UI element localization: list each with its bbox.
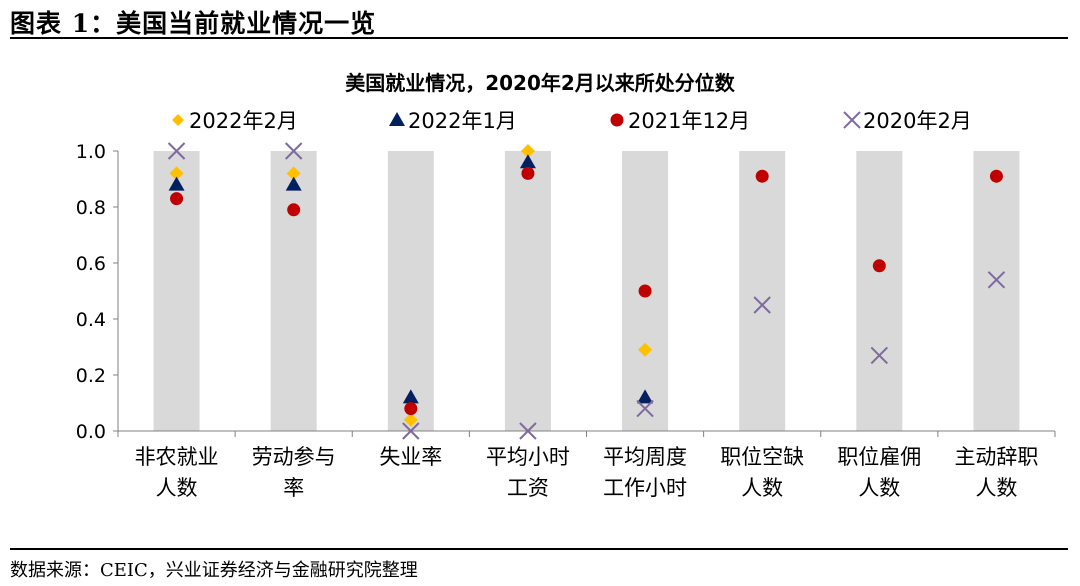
data-point	[870, 346, 889, 365]
x-tick-label: 工作小时	[603, 476, 687, 500]
x-tick-label: 职位空缺	[720, 445, 804, 469]
data-point	[872, 259, 886, 273]
y-tick-label: 1.0	[76, 141, 106, 163]
x-tick-label: 工资	[507, 476, 549, 500]
x-tick-label: 人数	[975, 476, 1017, 500]
data-point	[638, 284, 652, 298]
data-point	[755, 169, 769, 183]
category-band	[973, 151, 1020, 431]
data-point	[168, 176, 185, 191]
x-tick-label: 人数	[858, 476, 900, 500]
data-point	[638, 342, 653, 357]
category-band	[856, 151, 903, 431]
data-point	[403, 412, 418, 427]
data-point	[519, 422, 537, 440]
x-tick-label: 失业率	[379, 445, 442, 469]
category-bands	[153, 151, 1020, 431]
category-band	[387, 151, 434, 431]
data-point	[636, 399, 654, 418]
data-point	[285, 176, 302, 191]
data-point	[987, 271, 1006, 289]
legend-label: 2021年12月	[628, 109, 750, 133]
legend-marker	[610, 113, 624, 127]
data-point	[753, 296, 771, 314]
legend-marker	[172, 114, 184, 126]
y-tick-label: 0.4	[76, 309, 106, 331]
legend-label: 2022年2月	[189, 109, 298, 133]
data-point	[521, 166, 535, 180]
data-point	[637, 389, 654, 404]
figure-header: 图表 1：美国当前就业情况一览	[0, 0, 1080, 40]
x-tick-label: 职位雇佣	[837, 445, 921, 469]
x-tick-label: 主动辞职	[954, 445, 1038, 469]
data-point	[286, 166, 301, 181]
data-point	[170, 192, 184, 206]
chart-title: 美国就业情况，2020年2月以来所处分位数	[345, 71, 736, 95]
x-tick-label: 人数	[741, 476, 783, 500]
x-tick-label: 平均周度	[603, 445, 687, 469]
y-tick-label: 0.8	[76, 197, 106, 219]
legend-marker	[843, 111, 861, 129]
x-tick-label: 劳动参与	[252, 445, 336, 469]
data-point	[402, 389, 419, 404]
category-band	[739, 151, 786, 431]
data-point	[402, 422, 420, 440]
data-point	[404, 402, 418, 416]
y-tick-label: 0.2	[76, 365, 106, 387]
source-note: 数据来源：CEIC，兴业证券经济与金融研究院整理	[10, 560, 418, 581]
chart: 美国就业情况，2020年2月以来所处分位数 2022年2月 2022年1月 2021…	[76, 71, 1056, 500]
x-tick-label: 非农就业	[135, 445, 219, 469]
data-marks	[167, 142, 1006, 440]
data-point	[287, 203, 301, 217]
legend: 2022年2月 2022年1月 2021年12月 2020年2月	[172, 109, 972, 133]
data-point	[520, 144, 535, 158]
x-tick-label: 人数	[156, 476, 198, 500]
category-band	[504, 151, 551, 431]
data-point	[284, 142, 303, 160]
legend-label: 2020年2月	[863, 109, 972, 133]
y-tick-label: 0.0	[76, 421, 106, 443]
data-point	[989, 169, 1003, 183]
category-band	[270, 151, 317, 431]
legend-marker	[389, 112, 405, 126]
x-tick-label: 率	[283, 476, 304, 500]
y-tick-label: 0.6	[76, 253, 106, 275]
data-point	[167, 142, 186, 160]
legend-label: 2022年1月	[408, 109, 517, 133]
footer-rule	[10, 548, 1068, 550]
data-point	[519, 154, 536, 169]
x-tick-label: 平均小时	[486, 445, 570, 469]
header-rule	[10, 37, 1068, 39]
figure-title: 图表 1：美国当前就业情况一览	[10, 9, 377, 38]
data-point	[169, 166, 184, 181]
